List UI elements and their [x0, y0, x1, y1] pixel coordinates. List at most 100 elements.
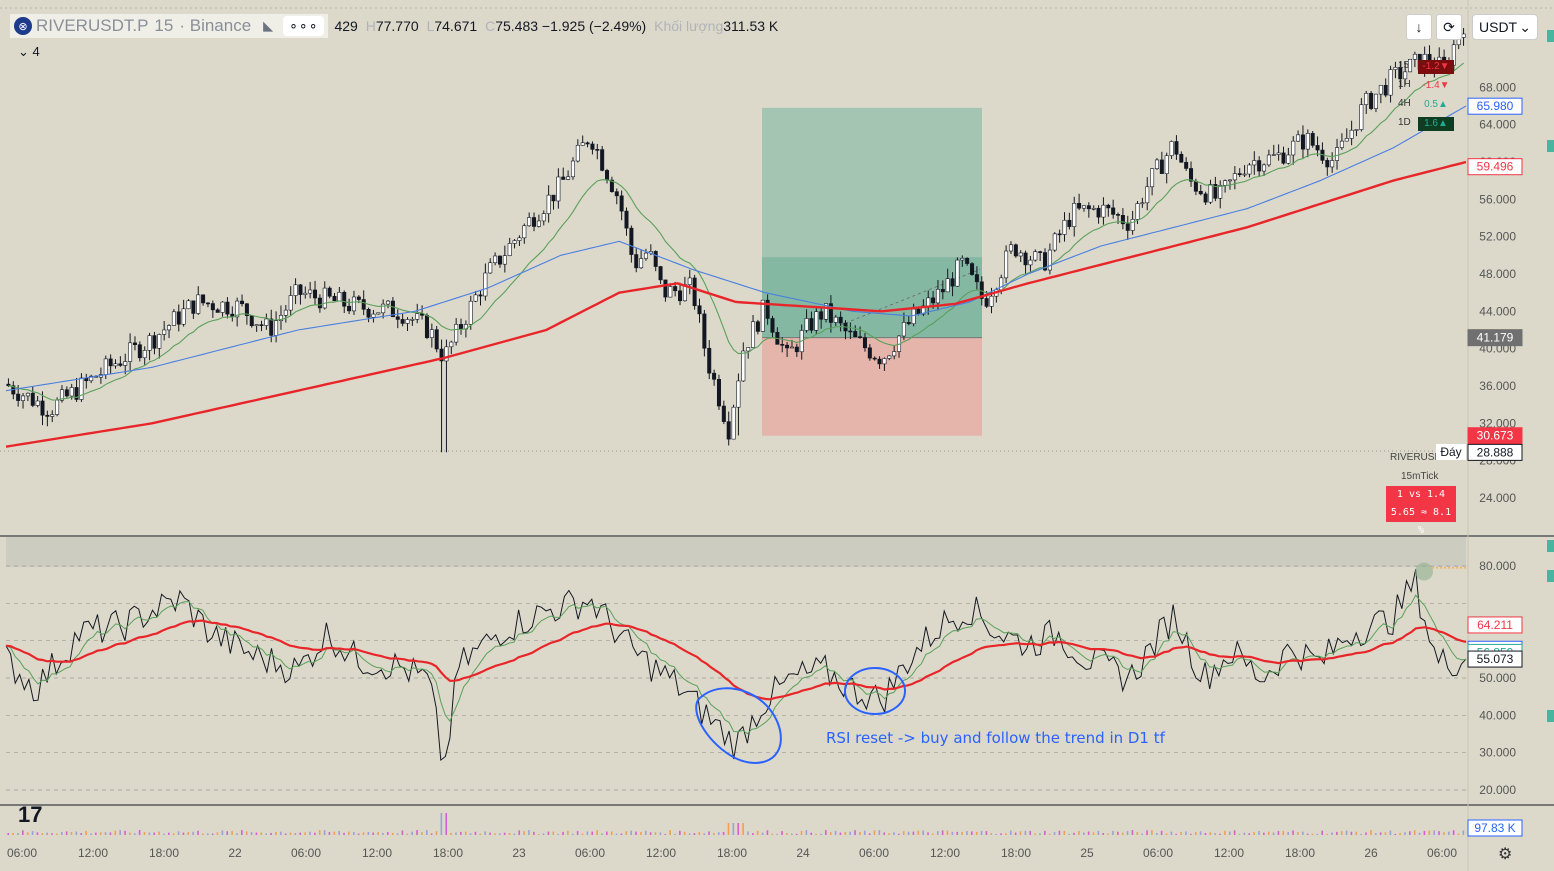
candle-body — [210, 303, 215, 311]
candle-body — [69, 387, 74, 397]
volume-bar — [902, 831, 905, 835]
candle-body — [410, 318, 415, 321]
candle-body — [1393, 66, 1398, 70]
volume-bar — [1413, 830, 1416, 835]
candle-body — [911, 308, 916, 325]
candle-body — [697, 305, 702, 315]
time-axis-tick: 24 — [796, 846, 810, 860]
indicators-collapse[interactable]: ⌄ 4 — [18, 44, 40, 60]
more-options-icon[interactable]: ∘∘∘ — [283, 16, 325, 36]
volume-bar — [138, 830, 141, 835]
candle-body — [1369, 92, 1374, 109]
candle-body — [1077, 203, 1082, 209]
candle-body — [1223, 180, 1228, 186]
candle-body — [259, 324, 264, 326]
volume-bar — [216, 832, 219, 835]
volume-bar — [776, 833, 778, 835]
flag-icon[interactable]: ◣ — [263, 18, 274, 33]
currency-value: USDT — [1479, 19, 1518, 35]
candle-body — [128, 342, 133, 362]
candle-body — [536, 220, 541, 227]
symbol-box[interactable]: ⊗ RIVERUSDT.P 15 · Binance ◣ ∘∘∘ — [10, 14, 329, 38]
volume-bar — [440, 813, 443, 835]
candle-body — [1154, 159, 1159, 169]
candle-body — [332, 295, 337, 302]
change-value: −1.925 (−2.49%) — [541, 18, 647, 34]
volume-bar — [299, 832, 302, 835]
tf-label: 15 — [1398, 60, 1410, 71]
volume-bar — [698, 832, 701, 835]
volume-bar — [1316, 833, 1319, 835]
candle-body — [1184, 161, 1189, 169]
candle-body — [541, 213, 546, 222]
volume-bar — [469, 833, 472, 835]
volume-bar — [693, 833, 696, 835]
candle-body — [371, 313, 376, 318]
volume-bar — [1418, 832, 1421, 835]
volume-bar — [1253, 832, 1255, 835]
volume-bar — [1005, 833, 1007, 835]
symbol-name[interactable]: RIVERUSDT.P — [36, 16, 149, 35]
volume-bar — [508, 833, 511, 835]
volume-bar — [104, 832, 107, 835]
candle-body — [736, 380, 741, 408]
candle-body — [906, 322, 911, 325]
rsi-axis-tick: 80.000 — [1479, 559, 1516, 573]
volume-bar — [1219, 833, 1221, 835]
volume-bar — [620, 833, 623, 835]
candle-body — [473, 294, 478, 302]
candle-body — [1237, 173, 1242, 175]
volume-bar — [990, 832, 993, 835]
volume-bar — [1053, 832, 1056, 835]
price-axis-tick: 24.000 — [1479, 491, 1516, 505]
interval-label[interactable]: 15 — [154, 16, 174, 35]
candle-body — [940, 289, 945, 293]
refresh-icon[interactable]: ⟳ — [1436, 14, 1462, 40]
volume-bar — [1267, 831, 1270, 835]
candle-body — [751, 321, 756, 348]
candle-body — [546, 194, 551, 214]
candle-body — [1378, 84, 1383, 95]
candle-body — [984, 298, 989, 307]
candle-body — [1408, 58, 1413, 73]
volume-bar — [1117, 831, 1119, 835]
candle-body — [45, 414, 50, 417]
volume-bar — [187, 831, 190, 835]
candle-body — [225, 301, 230, 315]
candle-body — [478, 294, 483, 297]
candle-body — [50, 414, 55, 417]
candle-body — [1067, 219, 1072, 227]
candle-body — [575, 145, 580, 162]
annotation-text[interactable]: RSI reset -> buy and follow the trend in… — [826, 729, 1165, 747]
volume-bar — [455, 832, 457, 835]
volume-bar — [1146, 830, 1148, 835]
currency-select[interactable]: USDT ⌄ — [1472, 14, 1538, 40]
candle-body — [561, 176, 566, 180]
candle-body — [892, 351, 897, 357]
volume-bar — [484, 831, 486, 835]
candle-body — [532, 217, 537, 227]
volume-bar — [260, 832, 263, 835]
candle-body — [1106, 204, 1111, 209]
volume-bar — [518, 830, 521, 835]
candle-body — [916, 308, 921, 315]
candle-body — [814, 311, 819, 331]
candle-body — [858, 336, 863, 339]
candle-body — [926, 297, 931, 307]
volume-bar — [552, 831, 555, 835]
volume-bar — [382, 832, 384, 835]
volume-bar — [654, 832, 657, 835]
volume-bar — [309, 831, 311, 835]
exchange-label: · Binance — [179, 16, 252, 35]
volume-bar — [1155, 833, 1158, 835]
settings-gear-icon[interactable]: ⚙ — [1498, 846, 1513, 863]
candle-body — [1198, 190, 1203, 195]
candle-body — [1057, 233, 1062, 236]
volume-bar — [1243, 832, 1246, 835]
tf-value: -1.4▼ — [1422, 80, 1450, 91]
price-label-box — [1467, 97, 1523, 115]
download-icon[interactable]: ↓ — [1406, 14, 1432, 40]
candle-body — [157, 334, 162, 349]
